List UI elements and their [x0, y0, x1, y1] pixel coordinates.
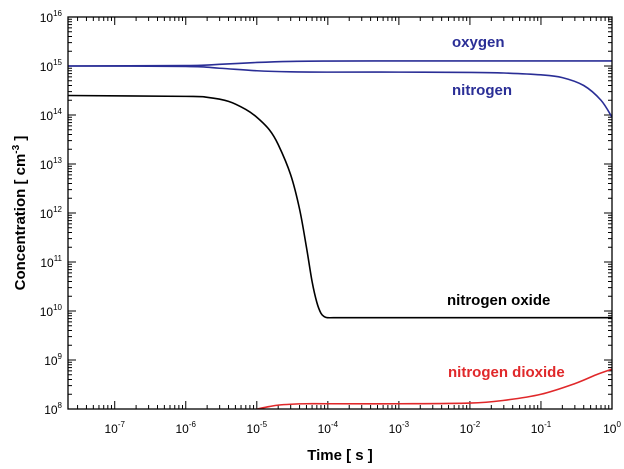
x-tick-label: 10-2: [460, 420, 481, 436]
series-label-nitrogen: nitrogen: [452, 82, 512, 99]
y-tick-label: 1015: [40, 58, 63, 74]
x-tick-label: 10-1: [531, 420, 552, 436]
series-line-nitrogen-oxide: [68, 94, 612, 319]
y-tick-label: 1016: [40, 9, 63, 25]
y-tick-label: 109: [44, 352, 62, 368]
x-tick-label: 10-3: [389, 420, 410, 436]
series-lines: [68, 60, 612, 409]
series-label-nitrogen-dioxide: nitrogen dioxide: [448, 364, 565, 381]
y-tick-label: 108: [44, 401, 62, 417]
axis-ticks: [68, 16, 613, 410]
x-tick-label: 10-4: [318, 420, 339, 436]
y-axis-title-suffix: ]: [12, 136, 29, 145]
x-tick-label: 100: [603, 420, 621, 436]
series-group: [68, 60, 612, 409]
y-tick-label: 1013: [40, 156, 63, 172]
x-tick-label: 10-7: [104, 420, 125, 436]
y-axis-title: Concentration [ cm-3 ]: [11, 136, 29, 291]
series-line-nitrogen: [68, 65, 612, 118]
tick-labels: 10-7 10-6 10-5 10-4 10-3 10-2 10-1 100 108 109 101…: [40, 9, 622, 436]
y-tick-label: 1010: [40, 303, 63, 319]
series-label-oxygen: oxygen: [452, 34, 505, 51]
x-axis-title: Time [ s ]: [307, 447, 373, 464]
series-line-nitrogen-dioxide: [256, 368, 612, 409]
y-axis-title-main: Concentration [ cm: [12, 154, 29, 291]
x-tick-label: 10-6: [176, 420, 197, 436]
plot-frame: [67, 16, 613, 410]
y-tick-label: 1011: [40, 254, 62, 270]
y-tick-label: 1012: [40, 205, 63, 221]
x-tick-label: 10-5: [247, 420, 268, 436]
y-tick-label: 1014: [40, 107, 63, 123]
series-label-nitrogen-oxide: nitrogen oxide: [447, 292, 550, 309]
series-line-oxygen: [68, 60, 612, 67]
y-axis-title-exponent: -3: [11, 144, 22, 153]
